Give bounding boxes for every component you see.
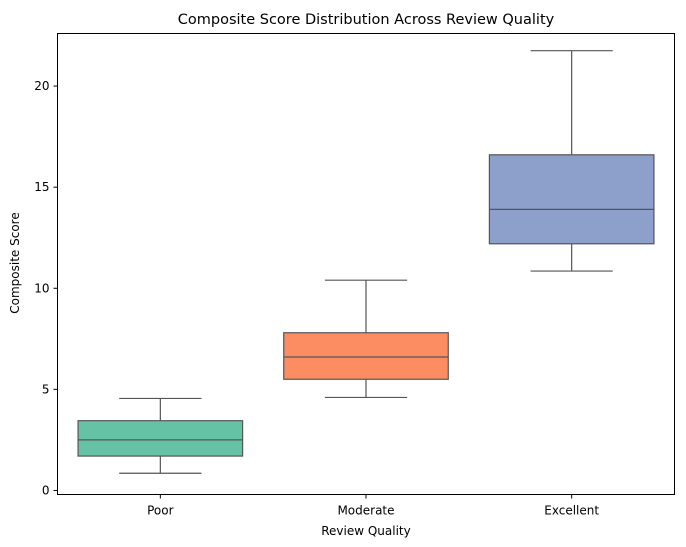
box-excellent <box>488 50 655 272</box>
y-axis: 0 5 10 15 20 <box>34 79 58 497</box>
y-tick-label: 5 <box>42 382 50 396</box>
box-poor <box>77 397 244 474</box>
x-axis-label: Review Quality <box>321 524 411 538</box>
x-tick-label: Moderate <box>337 504 394 518</box>
chart-title: Composite Score Distribution Across Revi… <box>178 12 555 28</box>
plot-area <box>77 50 655 474</box>
y-tick-label: 15 <box>34 180 49 194</box>
y-tick-label: 10 <box>34 281 49 295</box>
x-tick-label: Excellent <box>544 504 599 518</box>
y-tick-label: 20 <box>34 79 49 93</box>
iqr-box <box>77 420 244 457</box>
y-axis-label: Composite Score <box>8 212 22 313</box>
x-tick-label: Poor <box>147 504 173 518</box>
box-moderate <box>283 279 449 399</box>
iqr-box <box>488 154 655 245</box>
x-axis: Poor Moderate Excellent <box>147 494 599 518</box>
y-tick-label: 0 <box>42 483 50 497</box>
iqr-box <box>283 332 449 380</box>
